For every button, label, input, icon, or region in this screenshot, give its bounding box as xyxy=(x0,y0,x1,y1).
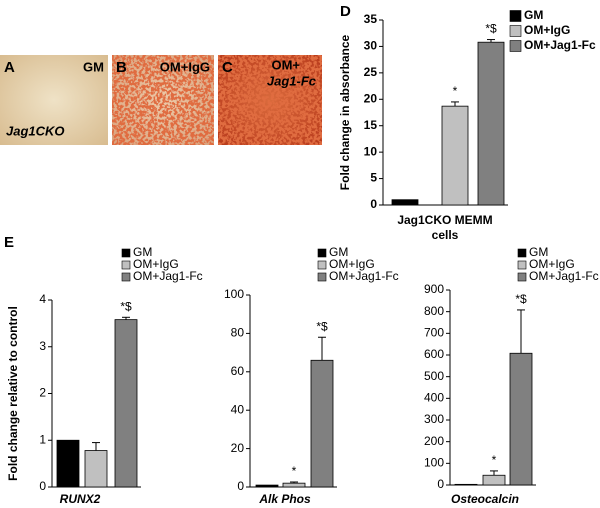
y-tick-label: 5 xyxy=(370,171,377,185)
x-axis-label: RUNX2 xyxy=(60,492,101,506)
photo-sublabel: Jag1-Fc xyxy=(267,73,317,88)
legend-swatch xyxy=(509,25,522,37)
bar xyxy=(114,319,138,488)
photo-c xyxy=(218,55,322,145)
y-axis-label: Fold change in absorbance xyxy=(338,35,352,191)
y-tick-label: 600 xyxy=(424,347,444,361)
panel-letter: A xyxy=(4,59,15,76)
legend-label: OM+IgG xyxy=(524,23,570,37)
panel-letter: C xyxy=(222,59,233,76)
y-tick-label: 20 xyxy=(231,441,245,455)
photo-label: GM xyxy=(83,59,104,74)
legend-label: GM xyxy=(133,245,152,259)
y-tick-label: 2 xyxy=(39,386,46,400)
bar xyxy=(482,474,506,486)
legend-swatch xyxy=(509,40,522,52)
photo-sublabel: Jag1CKO xyxy=(6,123,65,138)
photo-label: OM+IgG xyxy=(160,59,210,74)
significance-label: * xyxy=(453,84,458,98)
y-axis-label: Fold change relative to control xyxy=(6,306,20,481)
bar xyxy=(454,483,478,486)
y-tick-label: 15 xyxy=(364,118,378,132)
y-tick-label: 500 xyxy=(424,369,444,383)
y-tick-label: 200 xyxy=(424,434,444,448)
bar xyxy=(255,484,279,488)
y-tick-label: 400 xyxy=(424,391,444,405)
legend-swatch xyxy=(509,10,522,22)
bar xyxy=(56,439,80,488)
legend-swatch xyxy=(121,248,131,258)
legend-swatch xyxy=(317,260,327,270)
bar xyxy=(84,450,108,488)
y-tick-label: 25 xyxy=(364,65,378,79)
significance-label: * xyxy=(292,464,297,478)
panel-letter: B xyxy=(116,59,127,76)
y-tick-label: 0 xyxy=(237,479,244,493)
legend-swatch xyxy=(121,260,131,270)
significance-label: *$ xyxy=(485,22,497,36)
y-tick-label: 0 xyxy=(39,479,46,493)
y-tick-label: 60 xyxy=(231,364,245,378)
legend-swatch xyxy=(317,272,327,282)
legend-swatch xyxy=(317,248,327,258)
bar xyxy=(310,359,334,488)
y-tick-label: 0 xyxy=(370,197,377,211)
bar xyxy=(391,199,419,206)
legend-label: OM+IgG xyxy=(133,257,179,271)
y-tick-label: 3 xyxy=(39,339,46,353)
photo-label: OM+ xyxy=(271,57,300,72)
y-tick-label: 700 xyxy=(424,326,444,340)
panel-letter: D xyxy=(340,3,351,20)
significance-label: *$ xyxy=(120,299,132,313)
y-tick-label: 10 xyxy=(364,144,378,158)
y-tick-label: 100 xyxy=(224,287,244,301)
y-tick-label: 80 xyxy=(231,326,245,340)
y-tick-label: 20 xyxy=(364,91,378,105)
legend-label: GM xyxy=(524,8,543,22)
photo-b xyxy=(112,55,214,145)
significance-label: * xyxy=(492,453,497,467)
legend-label: GM xyxy=(529,245,548,259)
legend-swatch xyxy=(517,260,527,270)
y-tick-label: 30 xyxy=(364,39,378,53)
y-tick-label: 300 xyxy=(424,412,444,426)
legend-label: OM+IgG xyxy=(529,257,575,271)
photo-a xyxy=(0,55,108,145)
y-tick-label: 100 xyxy=(424,456,444,470)
bar xyxy=(477,41,505,206)
y-tick-label: 40 xyxy=(231,402,245,416)
bar xyxy=(441,105,469,206)
y-tick-label: 800 xyxy=(424,304,444,318)
legend-swatch xyxy=(517,272,527,282)
y-tick-label: 1 xyxy=(39,432,46,446)
legend-label: OM+Jag1-Fc xyxy=(524,38,596,52)
x-axis-label: Alk Phos xyxy=(258,492,311,506)
legend-label: OM+Jag1-Fc xyxy=(529,269,599,283)
panel-letter: E xyxy=(4,234,14,251)
significance-label: *$ xyxy=(515,292,527,306)
x-axis-label: Osteocalcin xyxy=(451,492,519,506)
significance-label: *$ xyxy=(316,319,328,333)
y-tick-label: 900 xyxy=(424,282,444,296)
legend-label: OM+Jag1-Fc xyxy=(133,269,203,283)
legend-label: GM xyxy=(329,245,348,259)
legend-swatch xyxy=(517,248,527,258)
bar xyxy=(282,482,306,488)
y-tick-label: 4 xyxy=(39,292,46,306)
y-tick-label: 0 xyxy=(437,477,444,491)
legend-label: OM+IgG xyxy=(329,257,375,271)
legend-label: OM+Jag1-Fc xyxy=(329,269,399,283)
legend-swatch xyxy=(121,272,131,282)
x-axis-label: Jag1CKO MEMM xyxy=(397,213,492,227)
bar xyxy=(509,352,533,486)
y-tick-label: 35 xyxy=(364,12,378,26)
x-axis-label: cells xyxy=(432,228,459,242)
